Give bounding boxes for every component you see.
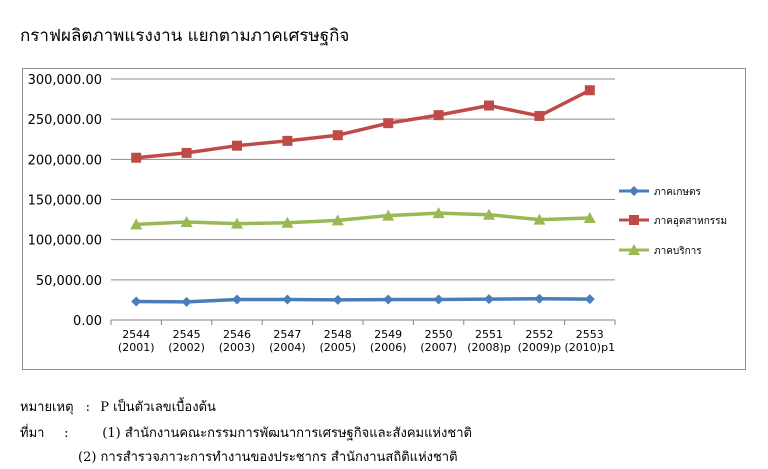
data-point [433,110,444,121]
y-tick-label: 50,000.00 [36,274,102,289]
x-tick-label: 2547 [273,328,301,341]
y-tick-label: 300,000.00 [28,73,102,88]
data-point [383,118,394,129]
source-line-1: ที่มา : (1) สำนักงานคณะกรรมการพัฒนาการเศ… [20,422,472,443]
data-point [534,110,545,121]
data-point [534,293,545,304]
data-point [484,294,494,305]
x-tick-label: (2004) [269,341,306,354]
x-tick-label: 2552 [525,328,553,341]
y-tick-label: 150,000.00 [28,194,102,209]
remark-separator: : [85,400,91,415]
x-tick-label: 2549 [374,328,402,341]
source-item-1: (1) สำนักงานคณะกรรมการพัฒนาการเศรษฐกิจแล… [102,426,472,441]
x-tick-label: (2006) [370,341,407,354]
data-point [533,213,546,225]
source-label: ที่มา [20,426,45,441]
data-point [181,296,192,307]
data-point [331,214,344,226]
data-point [130,218,143,230]
data-point [382,209,395,221]
legend-label: ภาคอุตสาหกรรม [654,216,727,227]
x-tick-label: 2548 [324,328,352,341]
remark-line: หมายเหตุ : P เป็นตัวเลขเบื้องต้น [20,396,216,417]
data-point [180,215,193,227]
x-tick-label: 2551 [475,328,503,341]
y-tick-label: 200,000.00 [28,153,102,168]
x-tick-label: (2007) [420,341,457,354]
source-separator: : [64,426,69,441]
legend-marker [629,215,639,225]
x-tick-label: (2009)p [518,341,562,354]
x-tick-label: (2005) [320,341,357,354]
data-point [432,207,445,219]
data-point [131,296,142,307]
data-point [281,216,294,228]
series-line [136,88,591,160]
x-tick-label: (2003) [219,341,256,354]
x-tick-label: (2001) [118,341,155,354]
data-point [584,85,595,96]
data-point [484,100,494,111]
x-tick-label: (2002) [168,341,205,354]
x-tick-label: 2544 [122,328,150,341]
data-point [583,211,596,223]
data-point [584,294,595,305]
data-point [232,140,242,151]
data-point [433,294,444,305]
line-chart: 0.00 50,000.00 100,000.00 150,000.00 200,000… [28,73,728,354]
data-point [181,147,192,158]
x-tick-label: 2546 [223,328,251,341]
data-point [332,294,343,305]
remark-text: P เป็นตัวเลขเบื้องต้น [100,400,216,415]
data-point [383,294,394,305]
legend-marker [628,244,640,255]
x-tick-label: 2553 [576,328,604,341]
legend-label: ภาคเกษตร [654,187,701,198]
x-tick-label: 2550 [425,328,453,341]
data-point [282,294,293,305]
x-tick-label: 2545 [173,328,201,341]
y-tick-label: 250,000.00 [28,113,102,128]
legend-marker [629,186,639,196]
data-point [231,217,243,229]
legend-label: ภาคบริการ [654,246,702,257]
data-point [131,152,142,163]
series-line [136,211,590,227]
chart-area: 0.00 50,000.00 100,000.00 150,000.00 200,000… [22,68,746,370]
data-point [332,130,343,141]
data-point [232,294,242,305]
page-title: กราฟผลิตภาพแรงงาน แยกตามภาคเศรษฐกิจ [20,26,350,46]
data-point [282,135,293,146]
series-line [136,296,590,304]
y-tick-label: 100,000.00 [28,234,102,249]
y-tick-label: 0.00 [73,314,102,329]
x-tick-label: (2008)p [467,341,511,354]
remark-label: หมายเหตุ [20,400,74,415]
source-item-2: (2) การสำรวจภาวะการทำงานของประชากร สำนัก… [78,450,458,465]
data-point [483,208,495,220]
source-line-2: (2) การสำรวจภาวะการทำงานของประชากร สำนัก… [78,446,458,467]
x-tick-label: (2010)p1 [565,341,616,354]
